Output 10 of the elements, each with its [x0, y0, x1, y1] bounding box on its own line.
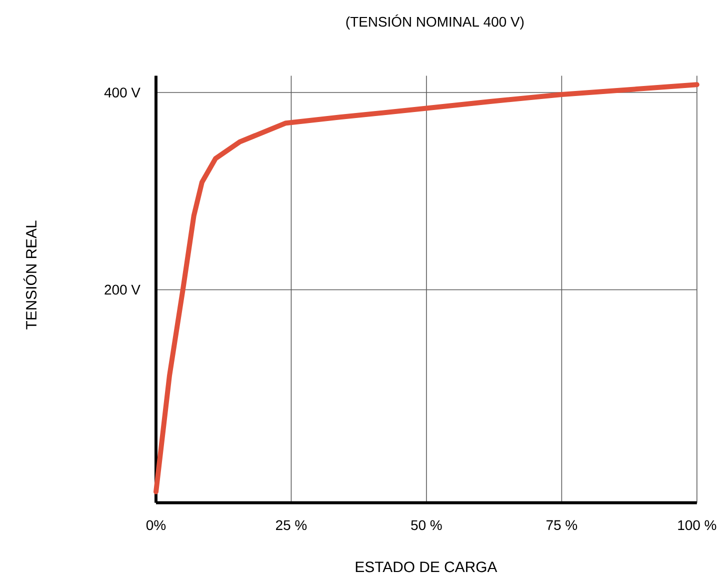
- chart-title: (TENSIÓN NOMINAL 400 V): [346, 14, 524, 30]
- x-axis-title: ESTADO DE CARGA: [356, 562, 498, 572]
- x-tick-label: 0%: [146, 520, 166, 530]
- x-tick-label: 25 %: [276, 520, 307, 530]
- y-axis-title: TENSIÓN REAL: [23, 220, 37, 330]
- x-tick-label: 50 %: [411, 520, 442, 530]
- x-tick-label: 75 %: [546, 520, 578, 530]
- y-tick-label: 400 V: [104, 88, 140, 98]
- x-tick-label: 100 %: [678, 520, 716, 530]
- y-tick-label: 200 V: [104, 284, 140, 295]
